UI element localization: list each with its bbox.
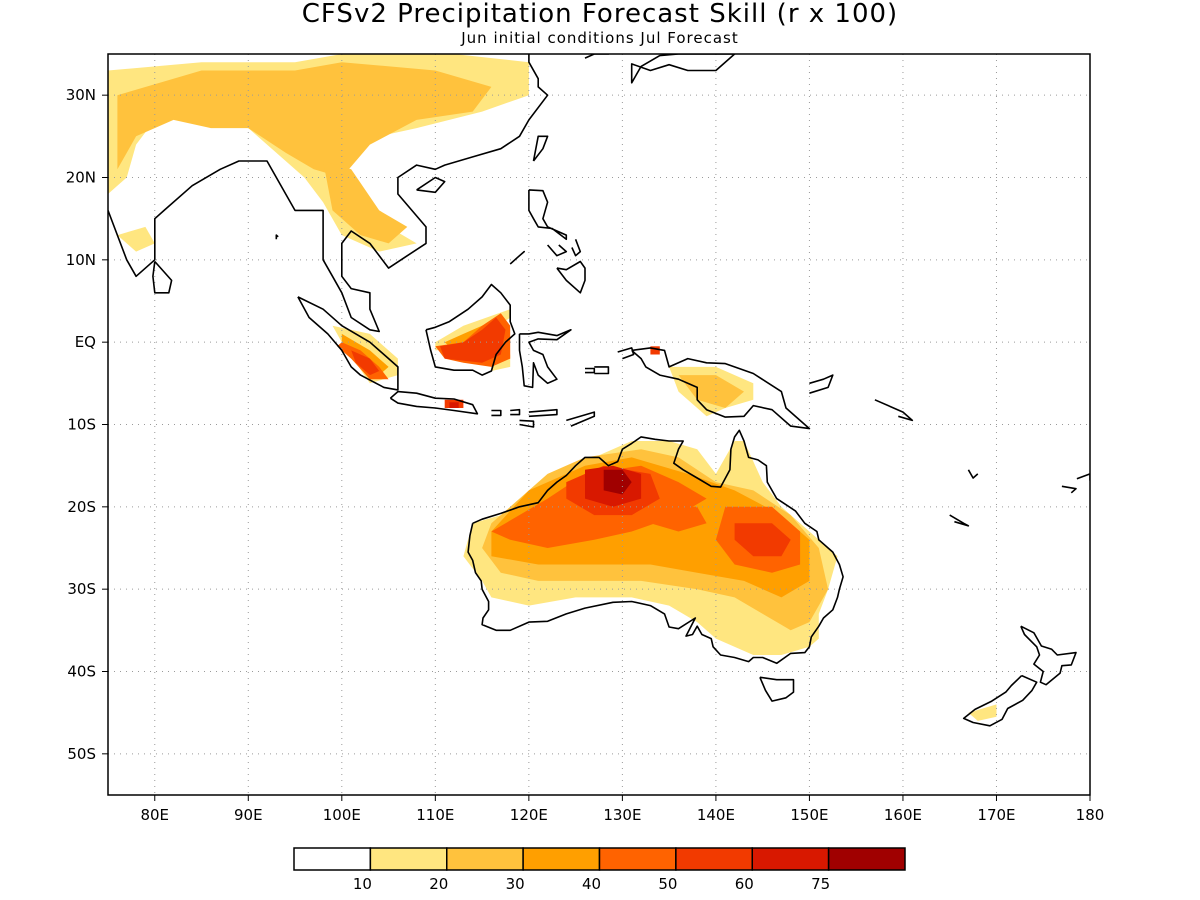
- skill-region-level-2: [323, 161, 408, 244]
- lon-tick-label: 180: [1076, 806, 1105, 824]
- coastline: [389, 390, 479, 415]
- lat-tick-label: 20N: [66, 169, 96, 187]
- coastline: [416, 176, 446, 194]
- lon-tick-label: 130E: [603, 806, 641, 824]
- lon-tick-label: 140E: [697, 806, 735, 824]
- coastline: [467, 429, 844, 665]
- skill-region-level-5: [734, 523, 791, 557]
- coastline: [594, 366, 610, 375]
- coastline: [556, 260, 586, 294]
- coastline: [962, 674, 1038, 727]
- coastline: [108, 54, 549, 333]
- gridlines: [108, 54, 1090, 795]
- coastline: [425, 283, 516, 376]
- coastline: [519, 419, 535, 428]
- colorbar-swatch: [446, 847, 524, 871]
- coastline: [152, 260, 173, 294]
- lon-tick-label: 160E: [884, 806, 922, 824]
- coastline: [1076, 473, 1090, 481]
- lon-tick-label: 120E: [510, 806, 548, 824]
- colorbar-swatch: [751, 847, 830, 871]
- skill-region-level-3: [341, 333, 389, 376]
- lon-tick-label: 150E: [790, 806, 828, 824]
- coastline: [518, 328, 572, 389]
- coastline: [1061, 485, 1077, 494]
- skill-region-level-2: [678, 375, 744, 408]
- skill-region-level-2: [117, 62, 492, 178]
- lat-tick-label: 30N: [66, 86, 96, 104]
- skill-region-level-1: [968, 704, 997, 721]
- colorbar-label: 60: [735, 875, 754, 893]
- colorbar-swatch: [827, 847, 906, 871]
- colorbar-label: 75: [811, 875, 830, 893]
- coastline: [528, 189, 568, 241]
- lat-tick-label: EQ: [75, 333, 96, 351]
- skill-fields: [108, 54, 997, 721]
- coastline: [509, 250, 526, 265]
- lat-tick-label: 30S: [67, 580, 96, 598]
- colorbar-swatch: [522, 847, 601, 871]
- coastline: [967, 469, 979, 479]
- axis-ticks: 30N 20N 10N EQ 10S 20S 30S 40S 50S 80E 90E 100E 110E…: [66, 86, 1105, 824]
- coastline: [874, 399, 914, 422]
- coastline: [528, 408, 558, 418]
- coastline: [584, 54, 616, 59]
- lat-tick-label: 10S: [67, 416, 96, 434]
- colorbar-swatch: [369, 847, 448, 871]
- coastline: [585, 367, 596, 374]
- chart-subtitle: Jun initial conditions Jul Forecast: [461, 29, 739, 47]
- colorbar-label: 30: [506, 875, 525, 893]
- colorbar-swatch: [293, 847, 372, 871]
- colorbar: 10 20 30 40 50 60 75: [293, 847, 906, 893]
- colorbar-label: 50: [658, 875, 677, 893]
- skill-region-level-5: [440, 317, 506, 363]
- colorbar-label: 20: [429, 875, 448, 893]
- lat-tick-label: 20S: [67, 498, 96, 516]
- lon-tick-label: 100E: [323, 806, 361, 824]
- coastline: [759, 676, 795, 702]
- skill-region-level-5: [351, 350, 380, 376]
- chart-title: CFSv2 Precipitation Forecast Skill (r x …: [301, 0, 899, 29]
- coastline: [275, 234, 279, 240]
- lon-tick-label: 80E: [140, 806, 169, 824]
- coastline: [297, 296, 399, 391]
- lat-tick-label: 10N: [66, 251, 96, 269]
- coastline: [809, 374, 834, 394]
- coastline: [491, 409, 502, 417]
- colorbar-label: 10: [353, 875, 372, 893]
- colorbar-label: 40: [582, 875, 601, 893]
- coastline: [617, 347, 635, 360]
- lon-tick-label: 110E: [416, 806, 454, 824]
- coastlines: [108, 54, 1090, 727]
- coastline: [631, 347, 811, 430]
- lat-tick-label: 50S: [67, 745, 96, 763]
- skill-region-level-1: [117, 226, 155, 252]
- coastline: [630, 54, 736, 84]
- skill-region-level-7: [603, 469, 632, 495]
- lon-tick-label: 170E: [977, 806, 1015, 824]
- coastline: [571, 239, 582, 257]
- coastline: [949, 514, 970, 527]
- coastline: [1020, 625, 1077, 686]
- coastline: [546, 244, 568, 257]
- coastline: [566, 411, 596, 427]
- colorbar-swatch: [675, 847, 753, 871]
- coastline: [532, 135, 549, 162]
- skill-region-level-6: [449, 402, 459, 408]
- skill-region-level-4: [650, 506, 707, 532]
- lon-tick-label: 90E: [234, 806, 263, 824]
- colorbar-swatch: [598, 847, 677, 871]
- coastline: [510, 408, 521, 416]
- lat-tick-label: 40S: [67, 663, 96, 681]
